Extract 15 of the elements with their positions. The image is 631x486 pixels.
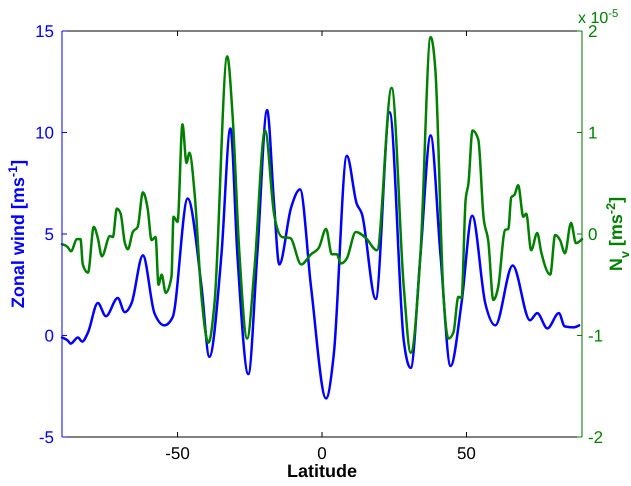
line-series	[60, 36, 584, 354]
x-tick-label: -50	[165, 444, 190, 463]
y2-tick-label: 0	[588, 225, 598, 244]
x-tick-label: 50	[456, 444, 476, 463]
y2-tick-label: -1	[588, 326, 604, 346]
x-axis-title: Latitude	[287, 461, 357, 481]
y2-tick-label: -2	[588, 428, 604, 447]
y2-tick-label: 1	[588, 124, 598, 142]
y-tick-label: 0	[44, 326, 54, 346]
y-tick-label: 5	[44, 225, 54, 244]
y-tick-label: 10	[35, 124, 54, 142]
y2-tick-label: 2	[588, 22, 598, 41]
x-tick-label: 0	[317, 444, 327, 463]
y-tick-label: -5	[38, 428, 54, 447]
y-tick-label: 15	[35, 22, 54, 41]
